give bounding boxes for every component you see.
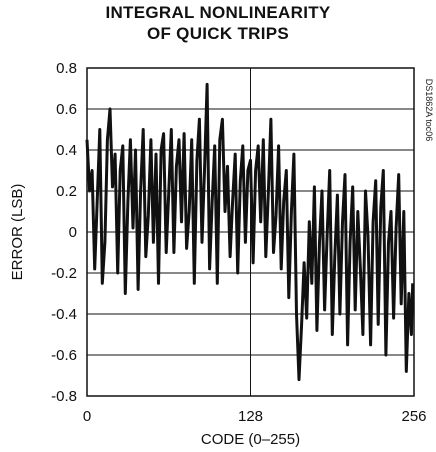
- x-tick-label: 256: [401, 408, 426, 425]
- y-tick-label: -0.4: [51, 306, 77, 323]
- y-tick-label: 0.2: [56, 183, 77, 200]
- y-tick-label: 0: [69, 224, 77, 241]
- x-tick-label: 128: [238, 408, 263, 425]
- y-axis-label: ERROR (LSB): [9, 184, 26, 281]
- chart-title-line-1: INTEGRAL NONLINEARITY: [105, 3, 331, 22]
- chart-title-line-2: OF QUICK TRIPS: [146, 24, 290, 43]
- figure-code-note: DS1862A toc06: [424, 79, 434, 142]
- x-axis-label: CODE (0–255): [201, 431, 300, 448]
- x-tick-label: 0: [83, 408, 91, 425]
- y-tick-label: 0.8: [56, 60, 77, 77]
- series-layer: [85, 82, 415, 382]
- tick-layer: -0.8 -0.6 -0.4 -0.2 0 0.2 0.4 0.6 0.8 0 128 256: [51, 60, 426, 425]
- plot-frame: [86, 67, 415, 397]
- y-tick-label: -0.2: [51, 265, 77, 282]
- y-tick-label: -0.8: [51, 388, 77, 405]
- y-tick-label: 0.4: [56, 142, 77, 159]
- y-tick-label: -0.6: [51, 347, 77, 364]
- inl-series-line: [85, 82, 415, 382]
- y-tick-label: 0.6: [56, 101, 77, 118]
